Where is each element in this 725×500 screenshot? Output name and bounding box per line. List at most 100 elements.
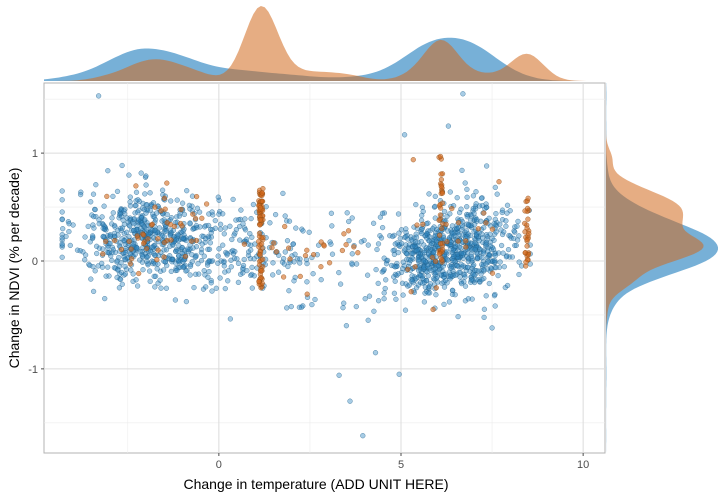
- data-point-series-1: [381, 255, 387, 261]
- data-point-series-2: [525, 195, 531, 201]
- data-point-series-1: [235, 279, 242, 286]
- data-point-series-1: [90, 222, 96, 228]
- data-point-series-1: [77, 191, 84, 198]
- data-point-series-1: [424, 269, 430, 275]
- data-point-series-1: [382, 285, 388, 292]
- data-point-series-2: [140, 232, 147, 238]
- data-point-series-1: [337, 281, 344, 287]
- data-point-series-1: [242, 216, 248, 222]
- x-tick-label: 10: [577, 459, 589, 471]
- data-point-series-1: [392, 278, 398, 284]
- data-point-series-1: [109, 221, 115, 227]
- data-point-series-1: [426, 191, 432, 197]
- data-point-series-1: [209, 258, 216, 264]
- data-point-series-1: [96, 245, 103, 251]
- data-point-series-1: [410, 243, 416, 250]
- data-point-series-2: [481, 210, 487, 216]
- data-point-series-1: [424, 263, 431, 269]
- data-point-series-1: [139, 259, 146, 265]
- data-point-series-1: [481, 314, 487, 321]
- data-point-series-1: [395, 271, 401, 277]
- data-point-series-1: [464, 214, 470, 220]
- data-point-series-2: [436, 232, 443, 238]
- data-point-series-1: [151, 273, 157, 280]
- data-point-series-1: [398, 240, 405, 247]
- data-point-series-1: [483, 293, 489, 299]
- data-point-series-2: [412, 264, 418, 270]
- data-point-series-1: [456, 209, 463, 216]
- data-point-series-1: [413, 234, 420, 240]
- data-point-series-2: [414, 222, 420, 228]
- y-tick-label: -1: [28, 364, 38, 376]
- data-point-series-1: [398, 269, 405, 276]
- data-point-series-1: [493, 210, 499, 217]
- data-point-series-1: [70, 222, 76, 228]
- data-point-series-1: [291, 259, 297, 265]
- data-point-series-1: [193, 254, 199, 260]
- data-point-series-1: [270, 272, 276, 278]
- data-point-series-1: [249, 285, 255, 291]
- data-point-series-1: [119, 162, 125, 169]
- data-point-series-1: [433, 292, 439, 298]
- data-point-series-1: [158, 285, 164, 291]
- data-point-series-1: [218, 258, 224, 264]
- data-point-series-1: [432, 266, 438, 272]
- data-point-series-1: [468, 253, 475, 260]
- data-point-series-1: [446, 299, 453, 305]
- data-point-series-1: [414, 247, 420, 253]
- data-point-series-1: [309, 301, 315, 308]
- data-point-series-2: [259, 190, 265, 196]
- data-point-series-1: [116, 254, 122, 261]
- data-point-series-1: [497, 259, 503, 265]
- data-point-series-1: [199, 241, 205, 247]
- data-point-series-2: [133, 183, 139, 189]
- data-point-series-1: [362, 296, 368, 302]
- data-point-series-1: [198, 249, 205, 256]
- data-point-series-1: [485, 248, 491, 254]
- data-point-series-1: [222, 285, 228, 292]
- data-point-series-2: [405, 266, 411, 273]
- data-point-series-1: [456, 232, 462, 238]
- data-point-series-1: [143, 173, 149, 179]
- data-point-series-1: [173, 260, 179, 266]
- data-point-series-1: [286, 218, 293, 224]
- data-point-series-1: [87, 262, 93, 269]
- data-point-series-1: [184, 188, 190, 194]
- data-point-series-1: [493, 229, 499, 235]
- data-point-series-2: [524, 243, 530, 249]
- data-point-series-1: [468, 222, 475, 229]
- data-point-series-1: [318, 277, 324, 283]
- data-point-series-1: [516, 233, 522, 239]
- data-point-series-1: [92, 268, 98, 274]
- data-point-series-1: [282, 249, 288, 255]
- data-point-series-1: [122, 241, 128, 247]
- data-point-series-2: [190, 211, 196, 217]
- data-point-series-1: [504, 202, 511, 208]
- data-point-series-1: [144, 202, 150, 208]
- data-point-series-2: [355, 250, 361, 256]
- data-point-series-1: [147, 278, 153, 285]
- data-point-series-1: [403, 229, 409, 236]
- data-point-series-1: [445, 228, 451, 234]
- data-point-series-1: [267, 220, 273, 226]
- right-density-series-2: [606, 83, 704, 453]
- data-point-series-2: [256, 230, 263, 236]
- data-point-series-1: [462, 180, 468, 186]
- data-point-series-2: [203, 201, 210, 207]
- data-point-series-1: [482, 206, 488, 212]
- data-point-series-2: [439, 247, 446, 253]
- data-point-series-1: [490, 246, 497, 252]
- data-point-series-1: [201, 224, 208, 230]
- data-point-series-1: [489, 325, 495, 331]
- data-point-series-1: [94, 250, 100, 257]
- data-point-series-1: [240, 266, 246, 273]
- data-point-series-1: [227, 316, 234, 322]
- data-point-series-1: [458, 280, 465, 287]
- data-point-series-1: [59, 242, 65, 249]
- data-point-series-2: [525, 216, 531, 222]
- data-point-series-1: [460, 91, 466, 97]
- data-point-series-1: [201, 253, 207, 259]
- data-point-series-1: [365, 317, 371, 323]
- data-point-series-1: [469, 296, 475, 302]
- data-point-series-1: [459, 226, 465, 233]
